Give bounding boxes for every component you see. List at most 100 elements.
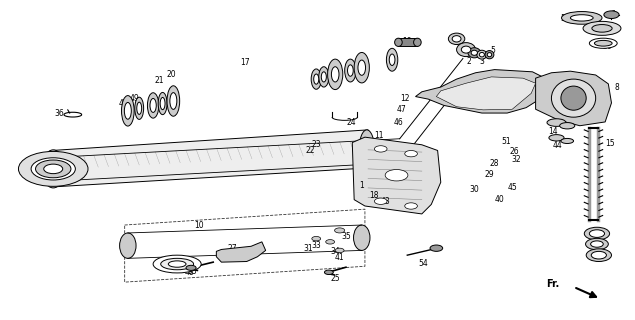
Text: 2: 2 bbox=[467, 57, 472, 66]
Text: 35: 35 bbox=[341, 232, 351, 241]
Ellipse shape bbox=[137, 102, 142, 114]
Text: 47: 47 bbox=[397, 105, 406, 114]
Circle shape bbox=[335, 248, 344, 252]
Ellipse shape bbox=[387, 48, 398, 71]
Ellipse shape bbox=[124, 102, 131, 119]
Ellipse shape bbox=[551, 79, 596, 117]
Ellipse shape bbox=[345, 59, 356, 82]
Ellipse shape bbox=[150, 99, 156, 112]
Text: 12: 12 bbox=[400, 94, 410, 103]
Circle shape bbox=[604, 11, 619, 19]
Ellipse shape bbox=[594, 40, 612, 46]
Ellipse shape bbox=[549, 135, 564, 141]
FancyBboxPatch shape bbox=[398, 38, 417, 46]
Circle shape bbox=[18, 151, 88, 186]
Text: 32: 32 bbox=[512, 155, 521, 164]
Text: 6: 6 bbox=[611, 10, 616, 19]
Text: 7: 7 bbox=[457, 36, 462, 45]
Ellipse shape bbox=[347, 65, 353, 76]
Text: 23: 23 bbox=[311, 140, 321, 149]
Text: 42: 42 bbox=[119, 99, 128, 108]
Ellipse shape bbox=[583, 21, 621, 35]
Ellipse shape bbox=[452, 36, 461, 42]
Text: 50: 50 bbox=[602, 42, 612, 51]
Text: 49: 49 bbox=[130, 94, 139, 103]
Text: 17: 17 bbox=[240, 58, 250, 67]
Ellipse shape bbox=[457, 43, 476, 57]
Ellipse shape bbox=[311, 69, 321, 89]
Text: 25: 25 bbox=[330, 274, 340, 283]
Polygon shape bbox=[415, 69, 544, 113]
Ellipse shape bbox=[45, 156, 62, 182]
Circle shape bbox=[585, 238, 608, 250]
Ellipse shape bbox=[448, 33, 465, 44]
Ellipse shape bbox=[589, 38, 617, 48]
Ellipse shape bbox=[48, 161, 58, 177]
Ellipse shape bbox=[328, 59, 343, 90]
Text: 43: 43 bbox=[381, 197, 391, 206]
Polygon shape bbox=[217, 242, 265, 262]
Circle shape bbox=[404, 203, 417, 209]
Text: 27: 27 bbox=[227, 244, 237, 253]
Ellipse shape bbox=[170, 92, 177, 109]
Ellipse shape bbox=[319, 67, 329, 87]
Ellipse shape bbox=[314, 74, 319, 84]
Circle shape bbox=[36, 160, 71, 178]
Text: 3: 3 bbox=[479, 57, 485, 66]
Ellipse shape bbox=[394, 38, 402, 46]
Text: 52: 52 bbox=[594, 242, 604, 251]
Text: 36: 36 bbox=[55, 108, 64, 117]
Ellipse shape bbox=[354, 225, 370, 251]
Ellipse shape bbox=[485, 51, 494, 59]
Circle shape bbox=[186, 265, 196, 270]
Ellipse shape bbox=[468, 48, 481, 58]
Ellipse shape bbox=[487, 52, 491, 57]
Circle shape bbox=[31, 158, 76, 180]
Text: 24: 24 bbox=[346, 118, 356, 127]
Ellipse shape bbox=[570, 15, 593, 21]
Ellipse shape bbox=[477, 50, 487, 59]
Text: 4: 4 bbox=[457, 46, 462, 55]
Circle shape bbox=[324, 270, 333, 275]
Text: 14: 14 bbox=[549, 127, 558, 136]
Text: 46: 46 bbox=[394, 118, 403, 127]
Text: 48: 48 bbox=[185, 268, 194, 277]
Text: 26: 26 bbox=[510, 147, 519, 156]
Text: 10: 10 bbox=[194, 220, 203, 229]
Polygon shape bbox=[535, 71, 612, 126]
Ellipse shape bbox=[160, 97, 165, 110]
Ellipse shape bbox=[354, 52, 370, 83]
Circle shape bbox=[44, 164, 63, 174]
Circle shape bbox=[385, 170, 408, 181]
Circle shape bbox=[375, 146, 387, 152]
Ellipse shape bbox=[121, 96, 134, 126]
Ellipse shape bbox=[147, 93, 159, 118]
Polygon shape bbox=[352, 137, 441, 214]
Circle shape bbox=[326, 240, 335, 244]
Text: 31: 31 bbox=[303, 244, 313, 253]
Text: 5: 5 bbox=[491, 46, 496, 55]
Text: 1: 1 bbox=[359, 181, 364, 190]
Ellipse shape bbox=[153, 255, 201, 273]
Ellipse shape bbox=[413, 38, 421, 46]
Ellipse shape bbox=[559, 123, 575, 129]
Text: 9: 9 bbox=[32, 165, 37, 174]
Text: 16: 16 bbox=[605, 27, 615, 36]
Text: 41: 41 bbox=[335, 253, 344, 262]
Circle shape bbox=[430, 245, 443, 252]
Text: 55: 55 bbox=[187, 267, 197, 276]
Text: 28: 28 bbox=[490, 159, 499, 168]
Circle shape bbox=[404, 150, 417, 157]
Text: 39: 39 bbox=[592, 231, 602, 240]
Ellipse shape bbox=[42, 150, 65, 188]
Ellipse shape bbox=[321, 72, 326, 82]
Ellipse shape bbox=[359, 130, 375, 168]
Text: 20: 20 bbox=[166, 70, 176, 79]
Ellipse shape bbox=[462, 46, 471, 53]
Ellipse shape bbox=[119, 233, 136, 258]
Text: 34: 34 bbox=[330, 247, 340, 257]
Text: Fr.: Fr. bbox=[546, 279, 559, 289]
Circle shape bbox=[589, 230, 605, 237]
Ellipse shape bbox=[358, 60, 366, 75]
Polygon shape bbox=[436, 77, 535, 110]
